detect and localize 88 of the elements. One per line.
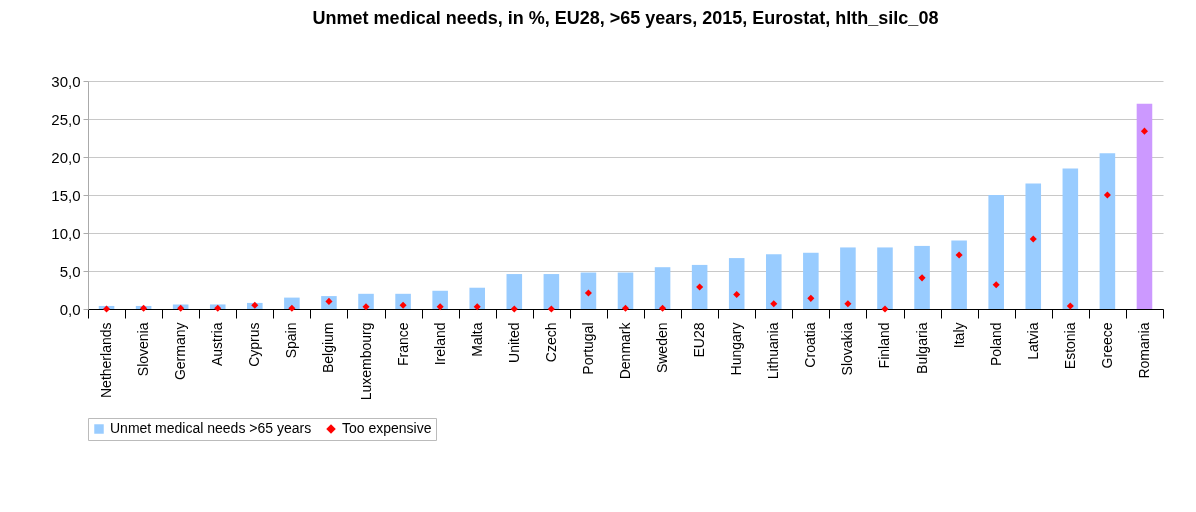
y-tick-label: 5,0	[59, 262, 81, 280]
point	[659, 304, 667, 312]
x-tick-label: Bulgaria	[913, 322, 930, 374]
point	[251, 301, 259, 309]
x-tick-label: Czech	[542, 322, 559, 363]
y-tick-label: 20,0	[51, 148, 81, 166]
x-tick-label: Estonia	[1061, 322, 1078, 370]
bar	[840, 247, 856, 309]
point	[584, 289, 592, 297]
x-tick-label: Spain	[283, 322, 300, 359]
bar	[951, 240, 967, 309]
x-tick-label: Croatia	[802, 322, 819, 368]
x-tick-label: Latvia	[1024, 322, 1041, 360]
chart-title: Unmet medical needs, in %, EU28, >65 years, 2015, Eurostat, hlth_silc_08	[312, 8, 939, 28]
point	[103, 305, 111, 313]
x-tick-label: Luxembourg	[357, 322, 374, 401]
bar	[617, 272, 634, 309]
bar	[691, 264, 708, 309]
x-tick-label: Austria	[209, 322, 226, 367]
x-tick-label: Netherlands	[98, 322, 115, 398]
point	[844, 300, 852, 308]
x-tick-label: Denmark	[617, 321, 633, 380]
point	[881, 305, 889, 313]
point	[362, 303, 370, 311]
point	[140, 304, 148, 312]
x-tick-label: Belgium	[320, 322, 337, 374]
bar	[1099, 153, 1116, 309]
bar	[765, 254, 782, 309]
y-tick-label: 0,0	[59, 300, 81, 318]
bar	[803, 252, 819, 309]
point	[177, 304, 185, 312]
x-tick-label: Ireland	[431, 322, 448, 366]
x-tick-label: France	[394, 322, 411, 367]
point	[214, 304, 222, 312]
point	[1029, 235, 1037, 243]
point	[992, 281, 1000, 289]
point	[1140, 127, 1148, 135]
bar	[654, 267, 671, 309]
bar	[543, 274, 560, 309]
x-tick-label: Slovakia	[839, 322, 856, 376]
x-tick-label: Italy	[950, 322, 967, 349]
x-tick-label: Greece	[1098, 322, 1115, 369]
bar	[1025, 183, 1042, 309]
bar	[506, 274, 523, 309]
bar	[1062, 168, 1079, 309]
bar	[469, 287, 486, 309]
bar	[877, 247, 893, 309]
x-tick-label: Finland	[876, 322, 893, 369]
point	[807, 294, 815, 302]
y-tick-label: 25,0	[51, 110, 81, 128]
x-tick-label: Malta	[468, 322, 485, 357]
point	[955, 251, 963, 259]
point	[473, 303, 481, 311]
y-tick-label: 10,0	[51, 224, 81, 242]
point	[696, 283, 704, 291]
bar	[432, 290, 448, 309]
point	[288, 304, 296, 312]
point	[918, 274, 926, 282]
bar	[988, 195, 1004, 309]
bar	[1136, 103, 1153, 309]
legend-label: Unmet medical needs >65 years	[110, 420, 312, 436]
x-tick-label: Hungary	[728, 322, 745, 376]
x-tick-label: Romania	[1135, 322, 1152, 379]
bar	[395, 293, 411, 309]
bar	[580, 272, 597, 309]
x-tick-label: EU28	[691, 322, 708, 358]
x-tick-label: Germany	[172, 322, 189, 381]
x-tick-label: Poland	[987, 322, 1004, 367]
point	[621, 304, 630, 312]
x-tick-label: Portugal	[579, 322, 596, 375]
bar	[728, 258, 745, 309]
x-tick-label: Cyprus	[246, 322, 263, 367]
x-tick-label: Slovenia	[135, 322, 152, 377]
point	[1103, 191, 1111, 199]
x-tick-label: Sweden	[654, 322, 671, 374]
point	[547, 305, 555, 313]
y-tick-label: 30,0	[51, 72, 81, 90]
y-tick-label: 15,0	[51, 186, 81, 204]
point	[1066, 302, 1074, 310]
bar	[358, 293, 374, 309]
bar	[914, 245, 930, 309]
x-tick-label: United	[505, 322, 522, 363]
point	[770, 300, 778, 308]
legend-label: Too expensive	[342, 420, 432, 436]
point	[436, 303, 444, 311]
point	[733, 291, 741, 299]
x-tick-label: Lithuania	[765, 322, 782, 380]
point	[510, 305, 518, 313]
